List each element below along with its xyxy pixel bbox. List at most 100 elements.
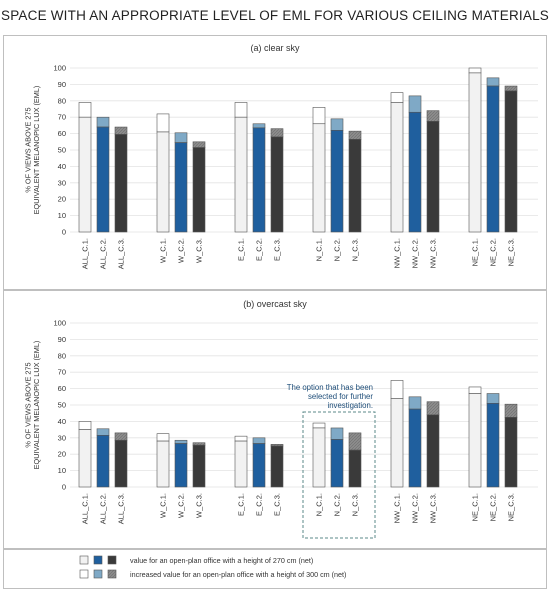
bar-increase [426, 401, 440, 416]
bar-base [78, 116, 92, 233]
category-label: N_C.1. [315, 238, 324, 261]
bar-increase [174, 439, 188, 444]
category-label: ALL_C.3. [117, 238, 126, 269]
y-axis-label: % OF VIEWS ABOVE 275EQUIVALENT MELANOPIC… [23, 341, 41, 470]
bar-increase [96, 116, 110, 128]
bar-increase [270, 128, 284, 138]
category-label: W_C.2. [177, 238, 186, 263]
y-tick-label: 70 [58, 368, 66, 377]
category-label: W_C.1. [159, 493, 168, 518]
bar-base [468, 72, 482, 233]
category-label: NE_C.3. [507, 493, 516, 521]
bar-increase [114, 432, 128, 441]
category-label: E_C.2. [255, 238, 264, 261]
bar-base [234, 116, 248, 233]
category-label: E_C.1. [237, 238, 246, 261]
bar-base [156, 131, 170, 233]
chart-subtitle: (b) overcast sky [243, 299, 307, 309]
category-label: N_C.2. [333, 238, 342, 261]
y-tick-label: 80 [58, 351, 66, 360]
bar-base [78, 429, 92, 488]
bar-base [114, 134, 128, 233]
legend-label: increased value for an open-plan office … [130, 570, 346, 579]
category-label: E_C.3. [273, 238, 282, 261]
category-label: ALL_C.1. [81, 493, 90, 524]
y-tick-label: 10 [58, 211, 66, 220]
bar-increase [330, 427, 344, 440]
legend-label: value for an open-plan office with a hei… [130, 556, 313, 565]
legend-swatch [93, 555, 103, 565]
bar-increase [234, 435, 248, 442]
bar-increase [156, 113, 170, 133]
y-tick-label: 40 [58, 162, 66, 171]
bar-increase [252, 123, 266, 129]
bar-increase [486, 393, 500, 404]
bar-base [426, 414, 440, 488]
bar-base [408, 111, 422, 233]
bar-base [114, 439, 128, 488]
bar-base [252, 443, 266, 488]
bar-increase [468, 386, 482, 394]
figure-title: SPACE WITH AN APPROPRIATE LEVEL OF EML F… [1, 8, 549, 23]
category-label: E_C.1. [237, 493, 246, 516]
bar-increase [426, 110, 440, 122]
bar-base [330, 439, 344, 488]
legend-swatch [107, 555, 117, 565]
y-tick-label: 20 [58, 195, 66, 204]
category-label: N_C.2. [333, 493, 342, 516]
bar-base [426, 121, 440, 233]
bar-base [390, 398, 404, 488]
bar-base [312, 123, 326, 233]
y-tick-label: 60 [58, 384, 66, 393]
bar-increase [312, 107, 326, 125]
bar-increase [390, 92, 404, 103]
bar-increase [78, 421, 92, 430]
category-label: NW_C.3. [429, 493, 438, 523]
y-tick-label: 0 [62, 228, 66, 237]
bar-base [468, 393, 482, 488]
category-label: W_C.1. [159, 238, 168, 263]
category-label: W_C.2. [177, 493, 186, 518]
y-axis-label-line: EQUIVALENT MELANOPIC LUX (EML) [32, 341, 41, 470]
category-label: ALL_C.2. [99, 238, 108, 269]
y-tick-label: 70 [58, 113, 66, 122]
bar-increase [174, 132, 188, 143]
bar-increase [312, 422, 326, 429]
bar-base [486, 403, 500, 488]
bar-increase [408, 95, 422, 113]
bar-base [96, 435, 110, 488]
y-tick-label: 60 [58, 129, 66, 138]
legend-swatch [79, 555, 89, 565]
category-label: NE_C.2. [489, 493, 498, 521]
legend-swatch [93, 569, 103, 579]
bar-base [312, 427, 326, 488]
category-label: NE_C.1. [471, 493, 480, 521]
bar-base [96, 126, 110, 233]
y-tick-label: 10 [58, 466, 66, 475]
y-tick-label: 50 [58, 401, 66, 410]
bar-increase [156, 433, 170, 442]
category-label: NW_C.2. [411, 238, 420, 268]
bar-base [174, 443, 188, 488]
bar-increase [252, 437, 266, 444]
panel-a-border [3, 35, 547, 290]
category-label: N_C.3. [351, 238, 360, 261]
bar-increase [192, 141, 206, 148]
bar-base [504, 90, 518, 233]
annotation-box [302, 411, 376, 539]
annotation-line: selected for further [308, 392, 373, 401]
bar-increase [390, 380, 404, 399]
bar-base [252, 127, 266, 233]
bar-base [270, 136, 284, 233]
category-label: NW_C.3. [429, 238, 438, 268]
category-label: E_C.3. [273, 493, 282, 516]
bar-increase [348, 130, 362, 140]
bar-base [486, 85, 500, 233]
legend-swatch [107, 569, 117, 579]
category-label: N_C.1. [315, 493, 324, 516]
category-label: NW_C.1. [393, 493, 402, 523]
category-label: ALL_C.2. [99, 493, 108, 524]
annotation-text: The option that has been selected for fur… [287, 383, 374, 410]
